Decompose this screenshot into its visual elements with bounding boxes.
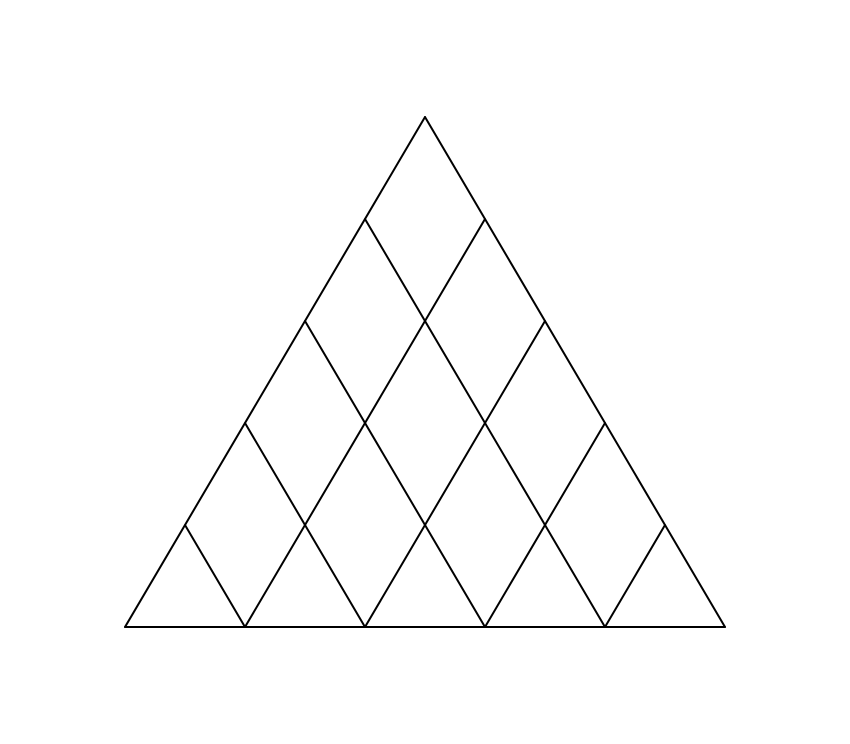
lattice-line xyxy=(305,321,485,627)
lattice-line xyxy=(185,525,245,627)
lattice-line xyxy=(365,321,545,627)
lattice-line xyxy=(125,117,425,627)
lattice-line xyxy=(425,117,725,627)
triangular-lattice-diagram xyxy=(120,107,730,637)
lattice-svg xyxy=(120,107,730,637)
lattice-line xyxy=(605,525,665,627)
